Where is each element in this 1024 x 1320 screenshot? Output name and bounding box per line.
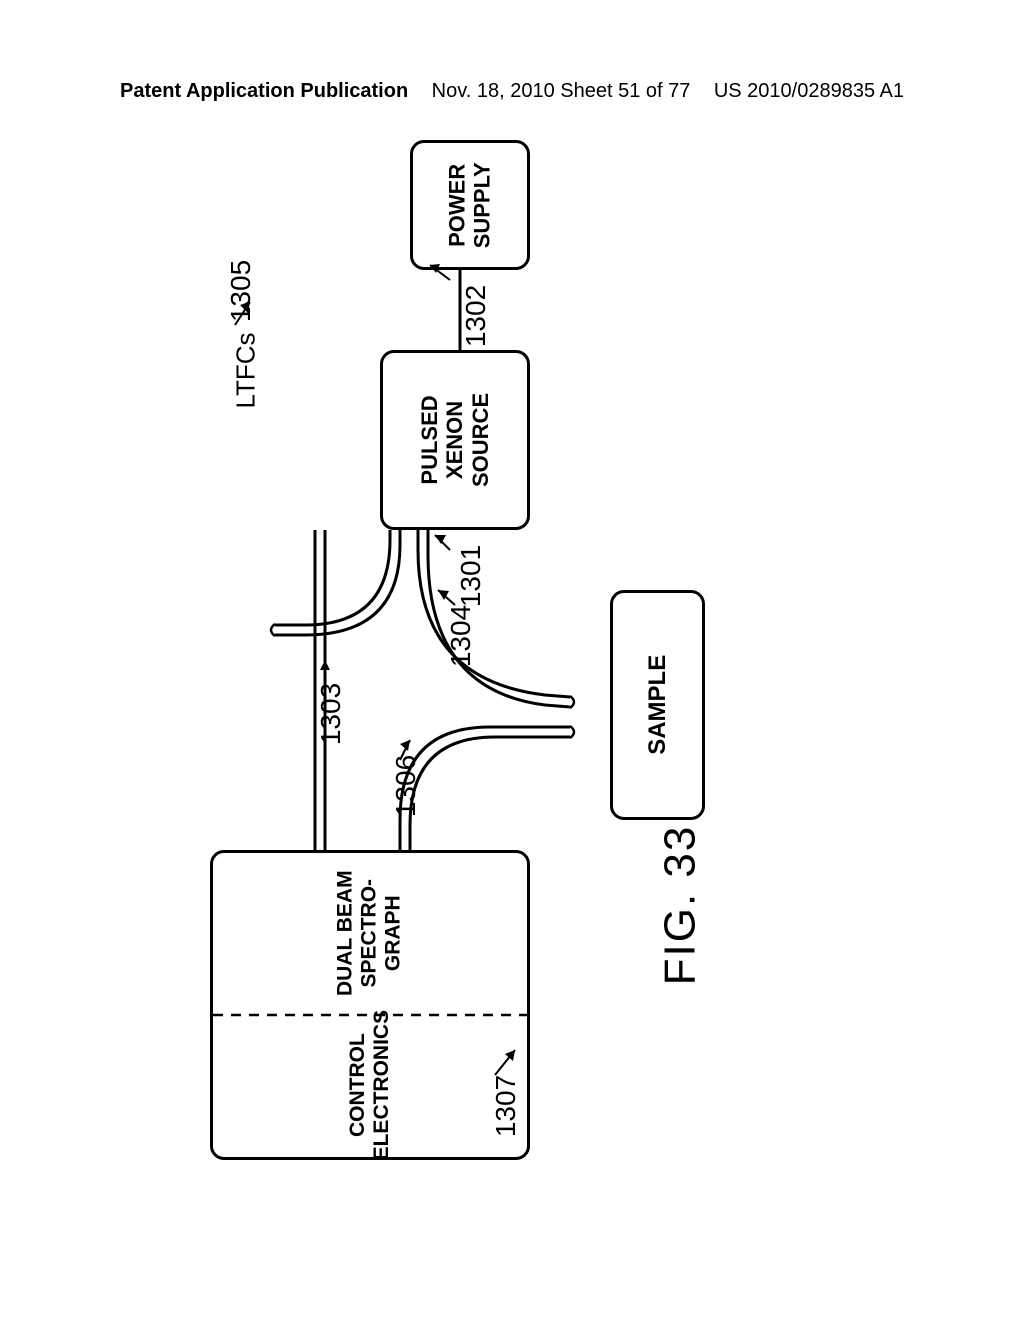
xenon-source-label: PULSED XENON SOURCE [417, 393, 493, 487]
sample-label: SAMPLE [644, 655, 672, 755]
header-mid: Nov. 18, 2010 Sheet 51 of 77 [432, 80, 691, 103]
power-supply-box: POWER SUPPLY [410, 140, 530, 270]
ref-1304: 1304 [445, 605, 477, 667]
page-header: Patent Application Publication Nov. 18, … [0, 80, 1024, 103]
xenon-source-box: PULSED XENON SOURCE [380, 350, 530, 530]
spectrograph-label: DUAL BEAM SPECTRO- GRAPH [334, 871, 406, 997]
sample-box: SAMPLE [610, 590, 705, 820]
power-supply-label: POWER SUPPLY [445, 162, 496, 248]
control-label: CONTROL ELECTRONICS [346, 1010, 394, 1161]
spectrograph-control-box: DUAL BEAM SPECTRO- GRAPH CONTROL ELECTRO… [210, 850, 530, 1160]
diagram-area: POWER SUPPLY 1302 PULSED XENON SOURCE 13… [100, 130, 920, 1180]
ref-1301: 1301 [455, 545, 487, 607]
ref-1303: 1303 [315, 683, 347, 745]
header-left: Patent Application Publication [120, 80, 408, 103]
figure-label: FIG. 33 [655, 825, 705, 986]
ref-1302: 1302 [460, 285, 492, 347]
ltfcs-label: LTFCs [231, 332, 262, 408]
ref-1305: 1305 [225, 260, 257, 322]
ref-1307: 1307 [490, 1075, 522, 1137]
header-right: US 2010/0289835 A1 [714, 80, 904, 103]
ref-1306: 1306 [390, 755, 422, 817]
